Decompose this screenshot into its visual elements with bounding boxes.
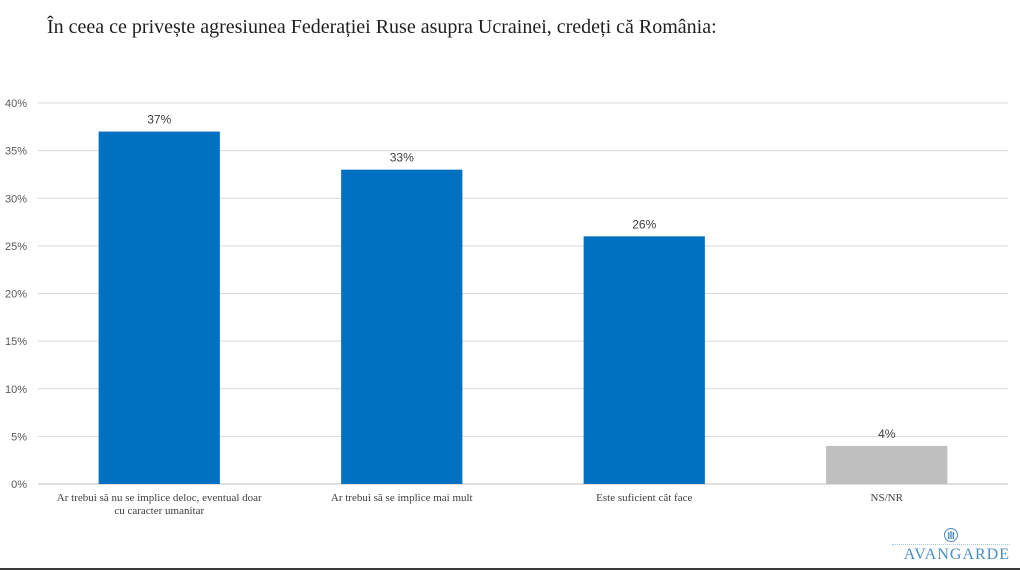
category-label: Ar trebui să nu se implice deloc, eventu…: [57, 492, 262, 504]
category-label: NS/NR: [871, 492, 904, 504]
logo-tagline-rule: [892, 544, 1010, 547]
bar: [341, 169, 463, 485]
y-tick-label: 25%: [5, 241, 27, 253]
bar: [583, 236, 705, 484]
data-label: 33%: [390, 151, 414, 165]
category-label: cu caracter umanitar: [114, 505, 204, 517]
y-tick-label: 15%: [5, 336, 27, 348]
chart-title: În ceea ce privește agresiunea Federație…: [47, 16, 717, 38]
bottom-rule: [0, 568, 1020, 570]
data-label: 26%: [632, 217, 656, 231]
y-tick-label: 5%: [11, 431, 27, 443]
y-tick-label: 20%: [5, 289, 27, 301]
avangarde-logo: AVANGARDE: [880, 528, 1010, 564]
y-tick-label: 0%: [11, 479, 27, 491]
bar: [826, 445, 948, 484]
y-tick-label: 30%: [5, 193, 27, 205]
data-label: 4%: [878, 427, 896, 441]
bar: [98, 131, 220, 484]
logo-name: AVANGARDE: [903, 546, 1010, 563]
y-tick-label: 35%: [5, 146, 27, 158]
category-label: Este suficient cât face: [596, 492, 692, 504]
y-tick-label: 10%: [5, 384, 27, 396]
avangarde-column-logo-icon: [944, 528, 958, 542]
category-label: Ar trebui să se implice mai mult: [331, 492, 473, 504]
y-tick-label: 40%: [5, 98, 27, 110]
data-label: 37%: [147, 113, 171, 127]
